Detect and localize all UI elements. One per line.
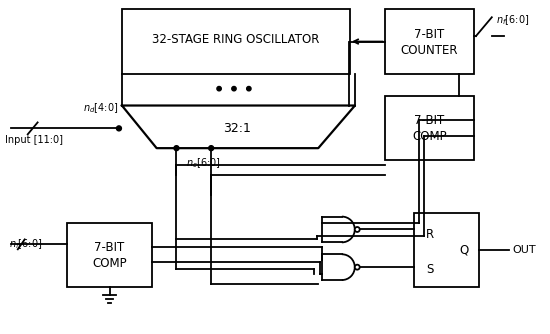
Bar	[122, 9, 350, 74]
Text: COMP: COMP	[92, 257, 127, 270]
Circle shape	[217, 87, 221, 91]
Circle shape	[174, 146, 179, 151]
Circle shape	[117, 126, 122, 131]
Text: $n_c$[6:0]: $n_c$[6:0]	[186, 156, 221, 170]
Circle shape	[246, 87, 251, 91]
Text: 32:1: 32:1	[223, 122, 251, 135]
Text: OUT: OUT	[513, 245, 536, 255]
Circle shape	[355, 227, 360, 232]
Circle shape	[355, 265, 360, 270]
Text: 7-BIT: 7-BIT	[95, 241, 125, 254]
Text: Input [11:0]: Input [11:0]	[5, 135, 63, 145]
Text: COUNTER: COUNTER	[400, 44, 458, 57]
Text: COMP: COMP	[412, 130, 447, 143]
Text: $n_f$[6:0]: $n_f$[6:0]	[9, 237, 42, 251]
Text: $n_d$[4:0]: $n_d$[4:0]	[82, 102, 118, 116]
Bar	[415, 213, 479, 287]
Text: S: S	[426, 263, 434, 276]
Circle shape	[208, 146, 213, 151]
Bar	[67, 222, 152, 287]
Text: Q: Q	[460, 243, 469, 256]
Circle shape	[232, 87, 236, 91]
Text: 7-BIT: 7-BIT	[414, 28, 444, 41]
Text: $n_f$[6:0]: $n_f$[6:0]	[496, 13, 529, 27]
Bar	[384, 9, 474, 74]
Text: 7-BIT: 7-BIT	[414, 114, 444, 127]
Text: R: R	[426, 228, 434, 241]
Text: 32-STAGE RING OSCILLATOR: 32-STAGE RING OSCILLATOR	[152, 33, 320, 46]
Bar	[384, 96, 474, 160]
